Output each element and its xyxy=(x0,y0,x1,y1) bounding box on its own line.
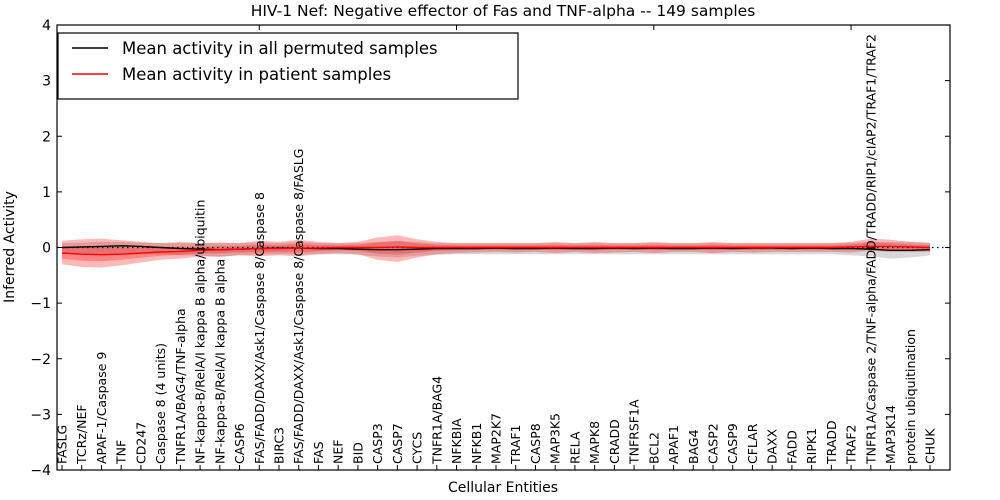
y-tick-label: −3 xyxy=(30,407,51,423)
x-tick-label: CASP3 xyxy=(370,423,385,464)
x-tick-label: TRAF1 xyxy=(508,424,523,465)
x-tick-label: CYCS xyxy=(410,432,425,464)
x-tick-label: NFKB1 xyxy=(469,423,484,464)
y-tick-label: 2 xyxy=(42,129,51,145)
x-tick-label: TNFR1A/Caspase 2/TNF-alpha/FADD/TRADD/RI… xyxy=(863,34,878,465)
x-tick-labels: FASLG TCRz/NEF APAF-1/Caspase 9 TNF CD247 Cas… xyxy=(55,34,938,465)
patient-mean-line xyxy=(61,245,931,256)
x-tick-label: APAF-1/Caspase 9 xyxy=(94,352,109,464)
x-tick-label: APAF1 xyxy=(666,425,681,464)
x-tick-label: FADD xyxy=(784,430,799,464)
patient-band-inner xyxy=(62,241,930,262)
x-tick-label: Caspase 8 (4 units) xyxy=(153,343,168,464)
x-tick-label: FAS/FADD/DAXX/Ask1/Caspase 8/Caspase 8/F… xyxy=(291,149,306,464)
legend-label-permuted: Mean activity in all permuted samples xyxy=(122,39,438,58)
x-tick-label: BAG4 xyxy=(686,429,701,464)
x-tick-label: CHUK xyxy=(923,428,938,464)
x-tick-label: TRAF2 xyxy=(844,424,859,465)
x-tick-label: CASP6 xyxy=(232,423,247,464)
y-tick-label: −1 xyxy=(30,296,51,312)
x-tick-label: BCL2 xyxy=(646,432,661,464)
x-tick-label: BIRC3 xyxy=(272,427,287,464)
confidence-bands xyxy=(62,235,930,268)
x-tick-label: BID xyxy=(350,442,365,464)
legend: Mean activity in all permuted samples Me… xyxy=(57,32,519,100)
x-tick-label: FAS/FADD/DAXX/Ask1/Caspase 8/Caspase 8 xyxy=(252,192,267,464)
x-tick-label: MAP3K5 xyxy=(548,413,563,464)
x-tick-label: CASP9 xyxy=(725,423,740,464)
x-tick-label: DAXX xyxy=(765,428,780,464)
x-tick-label: TCRz/NEF xyxy=(74,404,89,465)
x-tick-label: RIPK1 xyxy=(804,428,819,464)
y-tick-label: −2 xyxy=(30,352,51,368)
x-tick-label: CFLAR xyxy=(745,423,760,464)
y-tick-label: −4 xyxy=(30,463,51,479)
x-tick-label: TNFRSF1A xyxy=(627,399,642,465)
x-tick-label: MAPK8 xyxy=(587,421,602,464)
x-tick-label: protein ubiquitination xyxy=(903,329,918,464)
x-tick-label: TNF xyxy=(114,440,129,465)
plot-frame xyxy=(56,24,951,471)
patient-band-outer xyxy=(62,235,930,268)
x-tick-label: CASP7 xyxy=(390,423,405,464)
mean-activity-lines xyxy=(61,245,931,256)
x-tick-label: MAP2K7 xyxy=(489,413,504,464)
x-tick-label: NF-kappa-B/RelA/I kappa B alpha xyxy=(212,259,227,464)
x-tick-label: CASP2 xyxy=(706,423,721,464)
x-tick-label: CASP8 xyxy=(528,423,543,464)
x-tick-label: NEF xyxy=(331,440,346,464)
x-tick-label: RELA xyxy=(567,431,582,464)
x-tick-label: TNFR1A/BAG4 xyxy=(429,376,444,465)
x-axis-label: Cellular Entities xyxy=(448,480,558,496)
y-tick-label: 0 xyxy=(42,241,51,257)
x-tick-label: FAS xyxy=(311,441,326,464)
y-tick-label: 3 xyxy=(42,74,51,90)
x-tick-label: TNFR1A/BAG4/TNF-alpha xyxy=(173,308,188,465)
y-tick-labels: −4 −3 −2 −1 0 1 2 3 4 xyxy=(30,18,51,479)
x-tick-label: CD247 xyxy=(133,422,148,464)
permuted-band xyxy=(62,240,930,259)
legend-label-patient: Mean activity in patient samples xyxy=(122,65,391,84)
x-tick-label: MAP3K14 xyxy=(883,405,898,464)
x-tick-label: NF-kappa-B/RelA/I kappa B alpha/ubiquiti… xyxy=(193,200,208,464)
x-tick-label: FASLG xyxy=(55,425,70,464)
x-tick-label: NFKBIA xyxy=(449,418,464,464)
y-tick-label: 1 xyxy=(42,185,51,201)
y-tick-label: 4 xyxy=(42,18,51,34)
x-tick-label: CRADD xyxy=(607,419,622,464)
chart-title: HIV-1 Nef: Negative effector of Fas and … xyxy=(251,2,756,20)
y-axis-label: Inferred Activity xyxy=(2,191,18,303)
legend-box xyxy=(57,32,519,100)
x-tick-label: TRADD xyxy=(824,420,839,465)
